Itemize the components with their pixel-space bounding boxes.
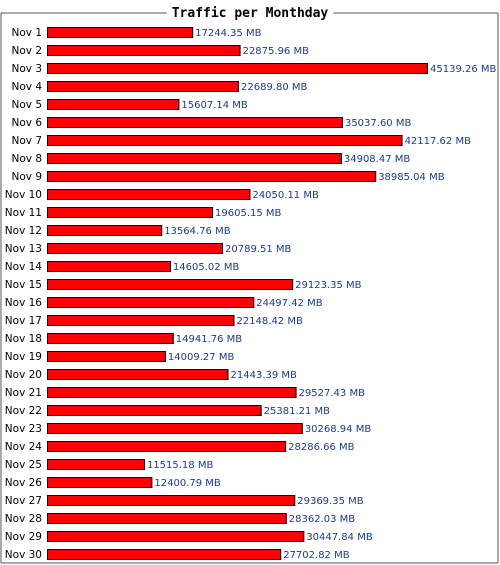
category-label: Nov 6 (11, 117, 42, 129)
bar (47, 297, 255, 308)
bar (47, 405, 262, 416)
bar (47, 189, 251, 200)
category-label: Nov 14 (5, 261, 43, 273)
category-label: Nov 8 (11, 153, 42, 165)
bar (47, 441, 287, 452)
bar (47, 27, 194, 38)
value-label: 42117.62 MB (405, 136, 472, 147)
bar (47, 369, 229, 380)
bar (47, 423, 303, 434)
category-label: Nov 4 (11, 81, 42, 93)
category-label: Nov 17 (5, 315, 42, 327)
bars-group: Nov 1 17244.35 MB Nov 2 22875.96 MB Nov 3 451… (5, 27, 497, 561)
value-label: 27702.82 MB (283, 550, 350, 561)
value-label: 22875.96 MB (243, 46, 310, 57)
value-label: 19605.15 MB (215, 208, 282, 219)
value-label: 14941.76 MB (176, 334, 243, 345)
category-label: Nov 12 (5, 225, 42, 237)
value-label: 13564.76 MB (164, 226, 231, 237)
category-label: Nov 11 (5, 207, 42, 219)
category-label: Nov 5 (11, 99, 42, 111)
category-label: Nov 18 (5, 333, 42, 345)
category-label: Nov 27 (5, 495, 42, 507)
bar (47, 279, 294, 290)
bar (47, 459, 145, 470)
category-label: Nov 21 (5, 387, 42, 399)
bar (47, 153, 342, 164)
category-label: Nov 22 (5, 405, 42, 417)
value-label: 30447.84 MB (306, 532, 373, 543)
category-label: Nov 16 (5, 297, 43, 309)
bar (47, 243, 224, 254)
category-label: Nov 28 (5, 513, 42, 525)
value-label: 34908.47 MB (344, 154, 411, 165)
category-label: Nov 9 (11, 171, 42, 183)
value-label: 11515.18 MB (147, 460, 214, 471)
bar (47, 117, 343, 128)
value-label: 45139.26 MB (430, 64, 497, 75)
category-label: Nov 10 (5, 189, 42, 201)
category-label: Nov 1 (11, 27, 42, 39)
bar (47, 261, 171, 272)
category-label: Nov 2 (11, 45, 42, 57)
category-label: Nov 29 (5, 531, 42, 543)
value-label: 30268.94 MB (305, 424, 372, 435)
bar (47, 171, 377, 182)
value-label: 29123.35 MB (295, 280, 362, 291)
category-label: Nov 19 (5, 351, 42, 363)
value-label: 21443.39 MB (231, 370, 298, 381)
value-label: 17244.35 MB (195, 28, 262, 39)
value-label: 28286.66 MB (288, 442, 355, 453)
value-label: 14605.02 MB (173, 262, 240, 273)
category-label: Nov 7 (11, 135, 42, 147)
category-label: Nov 25 (5, 459, 42, 471)
chart-title: Traffic per Monthday (172, 6, 329, 21)
value-label: 14009.27 MB (168, 352, 235, 363)
bar (47, 531, 305, 542)
bar (47, 135, 403, 146)
bar (47, 45, 241, 56)
value-label: 35037.60 MB (345, 118, 412, 129)
chart-frame (0, 12, 499, 564)
value-label: 24050.11 MB (252, 190, 319, 201)
bar (47, 315, 235, 326)
category-label: Nov 30 (5, 549, 42, 561)
bar (47, 99, 180, 110)
bar (47, 513, 287, 524)
value-label: 29369.35 MB (297, 496, 364, 507)
bar (47, 495, 296, 506)
value-label: 22689.80 MB (241, 82, 308, 93)
bar (47, 477, 153, 488)
category-label: Nov 20 (5, 369, 42, 381)
value-label: 25381.21 MB (264, 406, 331, 417)
value-label: 20789.51 MB (225, 244, 292, 255)
bar (47, 351, 166, 362)
value-label: 15607.14 MB (181, 100, 248, 111)
value-label: 28362.03 MB (289, 514, 356, 525)
bar (47, 225, 163, 236)
category-label: Nov 23 (5, 423, 42, 435)
category-label: Nov 26 (5, 477, 43, 489)
value-label: 38985.04 MB (378, 172, 445, 183)
value-label: 24497.42 MB (256, 298, 323, 309)
category-label: Nov 13 (5, 243, 42, 255)
bar (47, 207, 214, 218)
bar (47, 387, 297, 398)
bar (47, 63, 428, 74)
bar (47, 333, 174, 344)
category-label: Nov 3 (11, 63, 42, 75)
bar (47, 81, 240, 92)
bar (47, 549, 282, 560)
category-label: Nov 24 (5, 441, 43, 453)
value-label: 29527.43 MB (299, 388, 366, 399)
value-label: 22148.42 MB (236, 316, 303, 327)
value-label: 12400.79 MB (154, 478, 221, 489)
category-label: Nov 15 (5, 279, 42, 291)
